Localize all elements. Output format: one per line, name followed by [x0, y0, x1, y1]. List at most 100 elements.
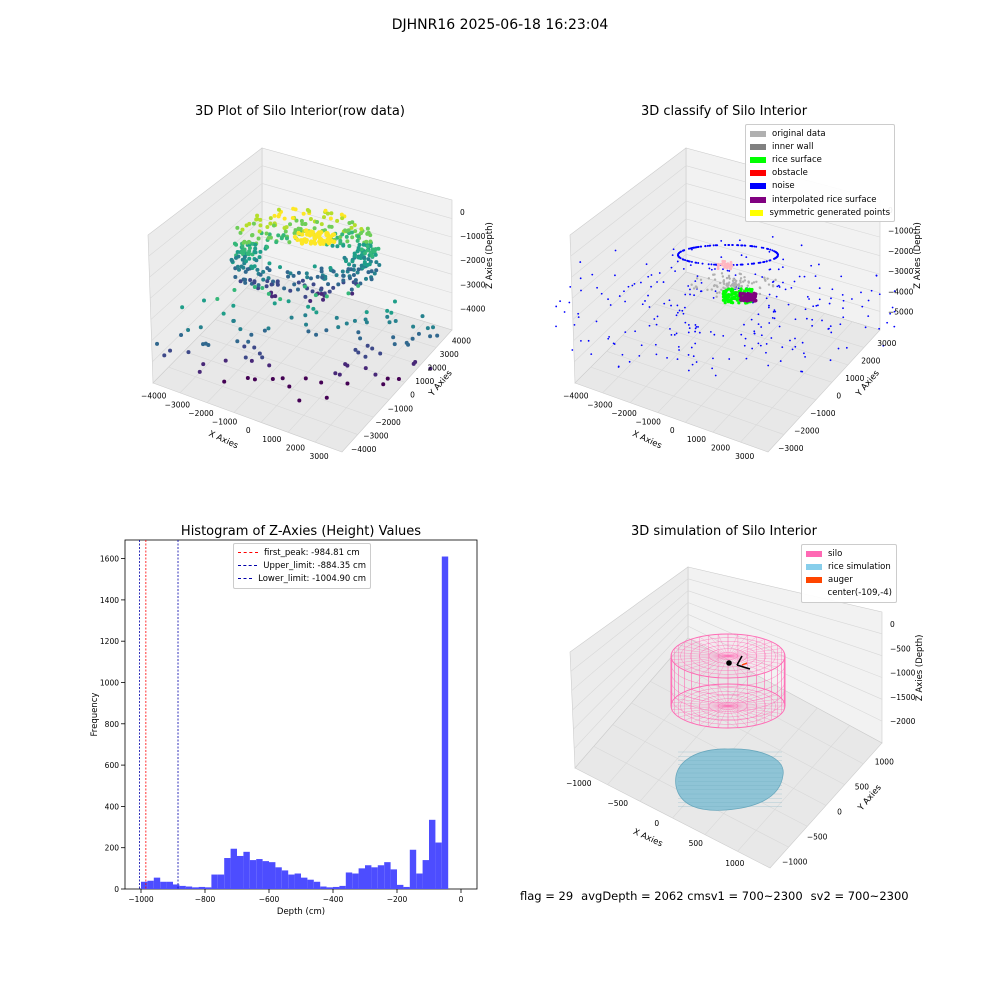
data-point [258, 272, 263, 277]
data-point [308, 217, 313, 222]
histogram-bar [275, 867, 282, 889]
data-point [287, 240, 292, 245]
legend-item: center(-109,-4) [806, 587, 892, 600]
data-point [352, 223, 357, 228]
noise-point [815, 304, 818, 307]
x-tick-label: 0 [670, 426, 675, 435]
data-point [168, 348, 173, 353]
original-point [763, 276, 766, 279]
interpolated-point [746, 291, 751, 296]
silo-wall-ring [670, 664, 786, 687]
y-tick-label: 0 [836, 391, 841, 400]
noise-point [841, 293, 844, 296]
noise-point [736, 263, 739, 266]
data-point [247, 249, 252, 254]
noise-point [656, 315, 659, 318]
data-point [416, 331, 421, 336]
data-point [350, 235, 355, 240]
data-point [278, 265, 283, 270]
noise-point [710, 268, 713, 271]
data-point [387, 320, 392, 325]
y-tick-label: 200 [105, 844, 120, 853]
data-point [155, 341, 160, 346]
data-point [276, 207, 281, 212]
noise-point [676, 311, 679, 314]
legend-label: first_peak: -984.81 cm [264, 547, 360, 558]
x-tick-label: −400 [323, 895, 344, 904]
noise-point [674, 270, 676, 273]
data-point [324, 230, 329, 236]
noise-point [640, 344, 643, 347]
noise-point [769, 259, 772, 262]
original-point [740, 284, 743, 288]
grid-line [654, 303, 849, 366]
data-point [198, 325, 203, 330]
noise-point [689, 247, 692, 250]
noise-point [776, 285, 779, 288]
plot2-legend: original data inner wall rice surface obsta… [745, 124, 895, 223]
grid-line [152, 254, 263, 363]
data-point [349, 287, 354, 292]
noise-point [810, 264, 813, 267]
data-point [250, 232, 255, 237]
noise-point [886, 321, 889, 324]
x-tick-label: −1000 [636, 418, 662, 427]
legend-item: first_peak: -984.81 cm [238, 546, 366, 559]
floor-pane [574, 271, 881, 453]
data-point [350, 259, 355, 264]
legend-swatch [750, 209, 764, 216]
noise-point [789, 339, 791, 342]
data-point [372, 271, 377, 276]
noise-point [704, 245, 707, 248]
data-point [294, 218, 299, 223]
noise-point [682, 312, 685, 315]
data-point [265, 279, 270, 284]
data-point [301, 211, 306, 216]
x-tick-label: −800 [195, 895, 216, 904]
data-point [336, 325, 341, 330]
data-point [346, 291, 351, 296]
plot4-legend: silo rice simulation auger center(-109,-4) [801, 544, 897, 603]
data-point [296, 280, 301, 285]
data-point [320, 275, 325, 280]
data-point [356, 350, 361, 355]
data-point [303, 294, 308, 299]
noise-point [678, 349, 680, 351]
grid-line [573, 236, 687, 341]
noise-point [614, 274, 616, 277]
noise-point [740, 254, 743, 257]
data-point [362, 260, 367, 265]
grid-line [606, 351, 801, 418]
data-point [324, 395, 329, 400]
data-point [201, 298, 206, 303]
noise-point [618, 295, 621, 297]
noise-point [781, 266, 784, 269]
grid-line [638, 319, 833, 383]
silo-top-spoke [727, 655, 785, 660]
z-tick-label: −1500 [890, 693, 916, 702]
grid-line [685, 200, 881, 257]
data-point [240, 257, 245, 262]
y-tick-label: 3000 [440, 350, 459, 359]
legend-swatch [750, 170, 766, 177]
noise-point [687, 354, 690, 356]
original-point [746, 284, 749, 287]
noise-point [743, 244, 746, 247]
original-point [742, 280, 745, 283]
x-tick-label: −600 [259, 895, 280, 904]
noise-point [694, 342, 697, 345]
status-flag: flag = 29 [520, 889, 574, 903]
data-point [315, 274, 320, 279]
data-point [243, 355, 248, 360]
noise-point [767, 248, 770, 251]
data-point [304, 271, 309, 276]
data-point [260, 285, 265, 290]
noise-point [743, 344, 746, 347]
noise-point [794, 345, 797, 348]
data-point [378, 351, 383, 356]
z-tick-label: −2000 [888, 247, 914, 256]
noise-point [740, 263, 743, 266]
grid-line [199, 335, 390, 400]
data-point [364, 310, 369, 315]
data-point [319, 291, 324, 296]
